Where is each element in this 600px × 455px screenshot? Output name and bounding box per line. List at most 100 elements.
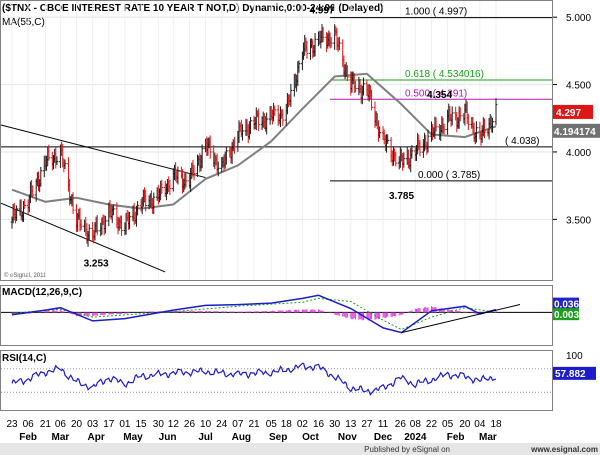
ma-value-tag (553, 123, 600, 138)
time-axis-day-label: 18 (281, 419, 293, 430)
price-panel-frame (0, 0, 553, 281)
macd-panel-frame (0, 285, 553, 346)
ma-label: MA(55,C) (2, 17, 45, 28)
time-axis-day-label: 30 (329, 419, 341, 430)
price-panel: ($TNX - CBOE INTEREST RATE 10 YEAR T NOT… (0, 0, 553, 281)
time-axis-month-label: Feb (447, 432, 465, 443)
time-axis-day-label: 13 (345, 419, 357, 430)
time-axis-day-label: 26 (395, 419, 407, 430)
rsi-title: RSI(14,C) (2, 353, 46, 364)
time-axis-day-label: 30 (153, 419, 165, 430)
price-annotation: 4.997 (309, 6, 334, 17)
time-axis-day-label: 06 (55, 419, 67, 430)
macd-line (11, 294, 497, 334)
ma-55-line (11, 72, 497, 210)
time-axis-month-label: Nov (338, 432, 357, 443)
time-axis-day-label: 15 (136, 419, 148, 430)
time-axis-day-label: 22 (426, 419, 438, 430)
ma-line (11, 72, 497, 210)
price-axis-label: 4.000 (566, 148, 591, 159)
time-axis-day-label: 02 (297, 419, 309, 430)
time-axis-day-label: 26 (184, 419, 196, 430)
time-axis-month-label: Sep (269, 432, 287, 443)
time-axis-month-label: Dec (374, 432, 393, 443)
time-axis-day-label: 12 (168, 419, 180, 430)
time-axis-day-label: 24 (216, 419, 228, 430)
time-axis-day-label: 20 (71, 419, 83, 430)
trendline (0, 124, 206, 179)
time-axis: 23 06 21 06 20 03 17 01 15 30 12 26 10 24 07 21 05 18 02 16… (6, 419, 502, 443)
time-axis-day-label: 07 (232, 419, 244, 430)
macd-value-label: 0.036 (554, 300, 579, 311)
time-axis-month-label: Jun (159, 432, 177, 443)
price-annotation: 4.354 (427, 90, 452, 101)
macd-signal-line (11, 297, 497, 331)
fib-level-label: 0.500 ( 4.391) (405, 88, 467, 99)
time-axis-month-label: Apr (88, 432, 105, 443)
rsi-panel-frame (0, 350, 553, 411)
footer-brand: www.esignal.com (530, 445, 598, 454)
footer-publisher: Published by eSignal on (364, 445, 450, 454)
time-axis-day-label: 04 (474, 419, 486, 430)
macd-plot (1, 294, 552, 334)
price-bars (10, 24, 498, 247)
time-axis-month-label: 2024 (404, 432, 427, 443)
time-axis-day-label: 08 (410, 419, 422, 430)
price-annotation: 3.785 (389, 191, 414, 202)
time-axis-day-label: 01 (119, 419, 131, 430)
price-annotations: 4.997 4.354 3.785 3.253 (84, 6, 453, 270)
price-axis-label: 4.500 (566, 81, 591, 92)
time-axis-day-label: 10 (200, 419, 212, 430)
support-label: ( 4.038) (505, 136, 539, 147)
macd-panel: MACD(12,26,9,C) (0, 285, 553, 346)
time-axis-month-label: Feb (19, 432, 37, 443)
time-axis-day-label: 06 (23, 419, 35, 430)
footer: Published by eSignal on www.esignal.com (0, 443, 600, 455)
time-axis-day-label: 20 (459, 419, 471, 430)
time-axis-day-label: 11 (378, 419, 389, 430)
rsi-panel: RSI(14,C) (0, 350, 553, 411)
time-axis-day-label: 21 (40, 419, 52, 430)
time-axis-month-label: Oct (302, 432, 319, 443)
fib-level-label: 0.000 ( 3.785) (418, 170, 480, 181)
footer-bar (0, 443, 600, 455)
time-axis-month-label: Mar (479, 432, 497, 443)
last-price-label: 4.297 (556, 108, 581, 119)
macd-value-tag (553, 297, 579, 310)
time-axis-month-label: Aug (232, 432, 251, 443)
time-axis-day-label: 05 (266, 419, 278, 430)
rsi-axis: 100 57.882 (553, 351, 596, 380)
time-axis-day-label: 16 (313, 419, 325, 430)
price-axis-label: 5.000 (566, 13, 591, 24)
time-axis-day-label: 17 (103, 419, 115, 430)
trendline (0, 202, 166, 273)
fibonacci-levels: 1.000 ( 4.997) 0.618 ( 4.534016) 0.500 ( 4… (1, 7, 552, 182)
fib-level-label: 1.000 ( 4.997) (405, 7, 467, 18)
chart-title: ($TNX - CBOE INTEREST RATE 10 YEAR T NOT… (2, 3, 383, 14)
macd-trendline (401, 304, 521, 334)
price-axis-background (553, 0, 600, 281)
last-price-tag (553, 104, 593, 119)
macd-value-tag (553, 308, 579, 321)
time-axis-month-label: Jul (198, 432, 213, 443)
time-axis-day-label: 21 (248, 419, 260, 430)
fib-level-label: 0.618 ( 4.534016) (405, 69, 484, 80)
rsi-line (11, 362, 497, 396)
esignal-watermark: © eSignal, 2011 (4, 272, 47, 279)
time-axis-day-label: 18 (490, 419, 502, 430)
price-axis: 5.000 4.500 4.000 3.500 4.297 4.194174 (553, 13, 600, 226)
rsi-value-label: 57.882 (555, 369, 586, 380)
time-axis-day-label: 27 (361, 419, 373, 430)
price-trendlines (0, 124, 206, 273)
macd-title: MACD(12,26,9,C) (2, 287, 82, 298)
macd-value-label: 0.003 (554, 310, 579, 321)
ma-value-label: 4.194174 (554, 127, 596, 138)
rsi-plot (1, 362, 552, 396)
time-axis-day-label: 05 (442, 419, 454, 430)
rsi-value-tag (553, 366, 596, 380)
rsi-axis-label: 100 (566, 351, 583, 362)
time-axis-month-label: May (123, 432, 143, 443)
time-axis-day-label: 03 (87, 419, 99, 430)
